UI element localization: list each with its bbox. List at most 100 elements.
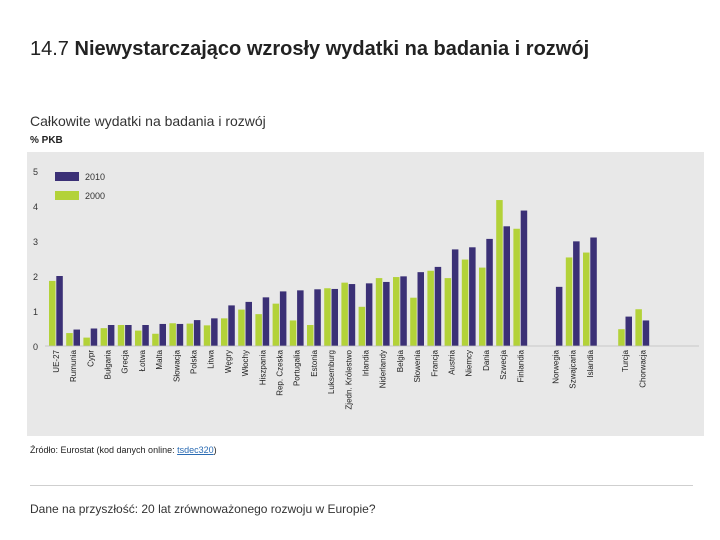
legend-swatch-2010	[55, 172, 79, 181]
legend-label-2010: 2010	[85, 172, 105, 182]
y-tick-label: 0	[33, 342, 38, 352]
category-label: Norwegia	[552, 349, 561, 383]
legend-swatch-2000	[55, 191, 79, 200]
category-label: Zjedn. Królestwo	[344, 349, 353, 409]
bar-2000	[635, 309, 642, 346]
bar-2010	[159, 323, 166, 346]
bar-2000	[117, 325, 125, 346]
category-label: Bułgaria	[104, 349, 113, 379]
bar-2010	[125, 325, 132, 346]
bar-2000	[375, 278, 383, 346]
bar-2000	[479, 267, 486, 346]
y-tick-label: 3	[33, 237, 38, 247]
bar-2000	[135, 330, 142, 346]
source-suffix: )	[213, 445, 217, 455]
chart-subtitle: Całkowite wydatki na badania i rozwój	[30, 113, 266, 129]
y-tick-label: 5	[33, 167, 38, 177]
category-label: Luksemburg	[327, 350, 336, 394]
bar-2010	[211, 318, 218, 346]
bar-2000	[410, 297, 417, 346]
category-label: Polska	[190, 349, 199, 374]
category-label: Chorwacja	[638, 349, 647, 387]
bar-2010	[555, 286, 563, 346]
bar-2000	[152, 333, 159, 346]
bar-2000	[496, 200, 503, 346]
bar-2010	[642, 320, 650, 346]
category-label: Dania	[482, 349, 491, 370]
category-label: Litwa	[207, 349, 216, 368]
bar-2010	[90, 328, 98, 346]
bar-2010	[73, 329, 80, 346]
bar-2010	[331, 288, 338, 346]
source-code-link[interactable]: tsdec320	[177, 445, 214, 455]
bar-2010	[503, 226, 510, 346]
category-label: Rep. Czeska	[276, 349, 285, 395]
bar-2010	[417, 272, 424, 346]
bar-2000	[565, 257, 573, 346]
category-label: Włochy	[241, 350, 250, 376]
category-label: Słowacja	[172, 349, 181, 382]
bar-2010	[245, 301, 252, 346]
bar-2000	[66, 333, 73, 346]
unit-label: % PKB	[30, 135, 63, 146]
bar-2000	[461, 259, 469, 346]
chart-panel: 0 1 2 3 4 5 2010 2000 UE-27 Rumunia Cypr Bułgaria Gr…	[27, 152, 704, 436]
bar-2010	[520, 210, 528, 346]
slide-title: 14.7 Niewystarczająco wzrosły wydatki na…	[30, 38, 589, 61]
bar-2010	[451, 249, 459, 346]
bar-2000	[255, 314, 262, 346]
bar-2000	[307, 325, 314, 346]
bar-2010	[573, 241, 580, 346]
bar-2010	[625, 316, 632, 346]
bar-2010	[434, 266, 442, 346]
bar-2000	[203, 325, 211, 346]
bar-2000	[393, 277, 400, 346]
category-label: Finlandia	[516, 349, 525, 382]
category-label: Turcja	[621, 349, 630, 371]
category-label: Rumunia	[69, 349, 78, 382]
source-prefix: Źródło: Eurostat (kod danych online:	[30, 445, 178, 455]
footer-text: Dane na przyszłość: 20 lat zrównoważoneg…	[30, 502, 376, 516]
bar-2010	[348, 284, 356, 346]
y-tick-label: 1	[33, 307, 38, 317]
category-label: Niemcy	[465, 350, 474, 377]
y-tick-label: 2	[33, 272, 38, 282]
category-label: Szwecja	[499, 349, 508, 379]
category-label: Łotwa	[138, 349, 147, 371]
bar-2010	[400, 276, 407, 346]
category-label: Szwajcaria	[569, 349, 578, 388]
category-label: Islandia	[586, 349, 595, 377]
bar-2000	[324, 288, 331, 346]
category-label: Malta	[155, 349, 164, 369]
y-tick-label: 4	[33, 202, 38, 212]
title-text: Niewystarczająco wzrosły wydatki na bada…	[74, 38, 590, 60]
category-label: Irlandia	[362, 349, 371, 376]
category-label: Węgry	[224, 350, 233, 373]
bar-chart: 0 1 2 3 4 5 2010 2000 UE-27 Rumunia Cypr Bułgaria Gr…	[33, 167, 699, 410]
bar-2000	[186, 323, 194, 346]
bar-2000	[238, 309, 245, 346]
category-label: Hiszpania	[258, 349, 267, 385]
bar-2000	[221, 318, 228, 346]
bar-2010	[486, 238, 493, 346]
bar-2010	[107, 325, 115, 346]
bar-2000	[49, 280, 56, 346]
bar-2000	[169, 323, 176, 346]
bar-2010	[314, 289, 321, 346]
bar-2010	[228, 305, 235, 346]
bar-2000	[427, 270, 434, 346]
bar-2010	[262, 297, 270, 346]
category-label: Słowenia	[413, 349, 422, 382]
category-label: Niderlandy	[379, 350, 388, 388]
bar-2000	[583, 252, 590, 346]
bar-2000	[358, 306, 366, 346]
bar-2010	[56, 276, 63, 346]
category-label: Portugalia	[293, 349, 302, 386]
bar-2010	[297, 290, 304, 346]
category-label: UE-27	[52, 349, 61, 372]
bar-2010	[193, 320, 201, 346]
category-label: Francja	[430, 349, 439, 376]
bar-2010	[365, 283, 373, 346]
bar-2000	[618, 329, 625, 346]
bar-2000	[272, 303, 280, 346]
